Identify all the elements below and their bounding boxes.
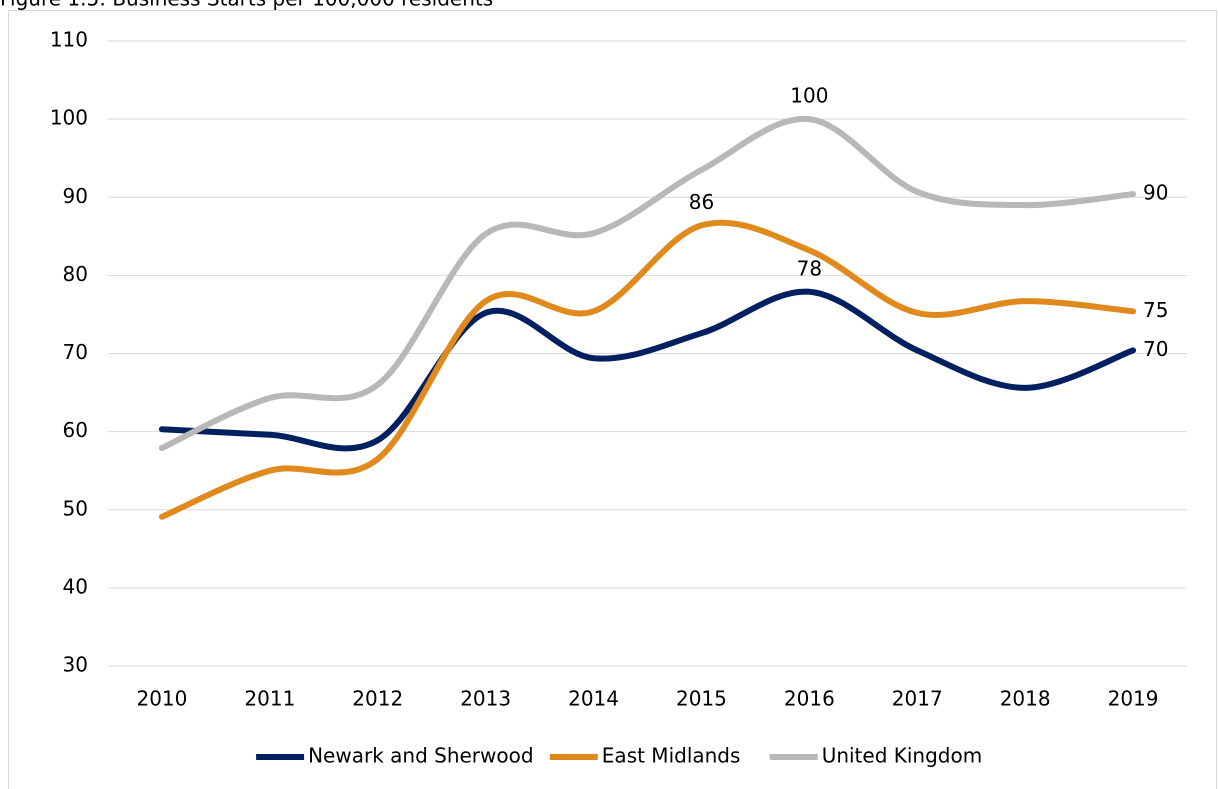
y-tick-label: 110 xyxy=(50,28,88,52)
data-label: 86 xyxy=(689,190,714,214)
chart-title: Figure 1.5: Business Starts per 100,000 … xyxy=(0,0,493,11)
data-label: 100 xyxy=(790,84,828,108)
legend-label: United Kingdom xyxy=(822,744,983,768)
legend-label: East Midlands xyxy=(602,744,741,768)
y-tick-label: 70 xyxy=(63,340,88,364)
y-tick-label: 50 xyxy=(63,496,88,520)
data-label: 75 xyxy=(1143,298,1168,322)
x-tick-label: 2016 xyxy=(784,687,835,711)
data-label: 90 xyxy=(1143,181,1168,205)
x-tick-label: 2010 xyxy=(136,687,187,711)
x-tick-label: 2011 xyxy=(244,687,295,711)
line-series xyxy=(158,115,1137,452)
x-tick-label: 2017 xyxy=(892,687,943,711)
y-tick-label: 40 xyxy=(63,574,88,598)
x-tick-label: 2012 xyxy=(352,687,403,711)
line-series xyxy=(158,219,1137,520)
x-tick-label: 2014 xyxy=(568,687,619,711)
x-tick-label: 2013 xyxy=(460,687,511,711)
y-tick-label: 80 xyxy=(63,262,88,286)
chart-border xyxy=(8,10,1217,789)
x-tick-label: 2015 xyxy=(676,687,727,711)
x-tick-label: 2019 xyxy=(1108,687,1159,711)
data-label: 78 xyxy=(797,256,822,280)
y-tick-label: 60 xyxy=(63,418,88,442)
y-tick-label: 30 xyxy=(63,653,88,677)
y-tick-label: 90 xyxy=(63,184,88,208)
data-label: 70 xyxy=(1143,337,1168,361)
line-series xyxy=(158,288,1137,452)
x-tick-label: 2018 xyxy=(1000,687,1051,711)
y-tick-label: 100 xyxy=(50,106,88,130)
legend-label: Newark and Sherwood xyxy=(308,744,533,768)
